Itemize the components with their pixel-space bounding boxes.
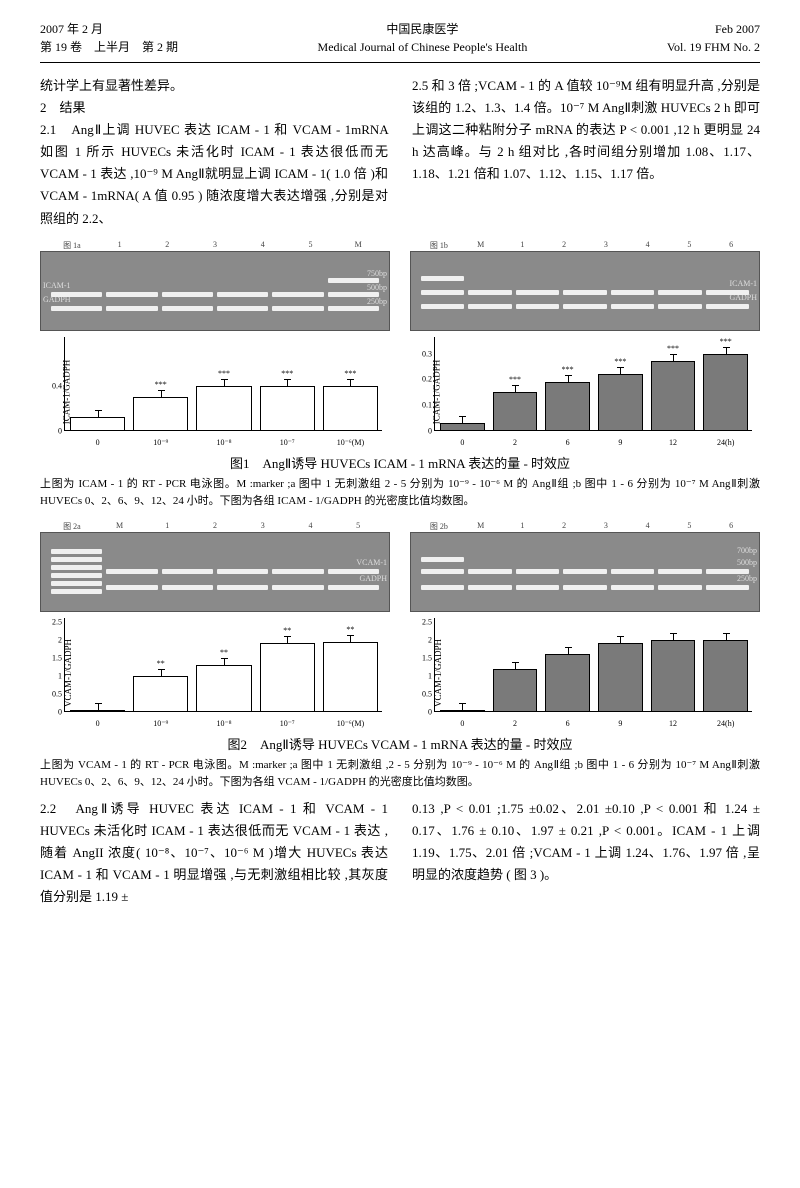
fig2-desc: 上图为 VCAM - 1 的 RT - PCR 电泳图。M :marker ;a… <box>40 757 760 792</box>
journal-title-cn: 中国民康医学 <box>318 20 528 38</box>
para: 2.2 AngⅡ诱导 HUVEC 表达 ICAM - 1 和 VCAM - 1 … <box>40 798 388 908</box>
fig2a: 图 2a M 1 2 3 4 5 VCAM-1 GADPH VCAM-1/GAD… <box>40 521 390 728</box>
para: 0.13 ,P < 0.01 ;1.75 ±0.02、2.01 ±0.10 ,P… <box>412 798 760 886</box>
top-body-text: 统计学上有显著性差异。 2 结果 2.1 AngⅡ上调 HUVEC 表达 ICA… <box>40 75 760 230</box>
fig1-caption: 图1 AngⅡ诱导 HUVECs ICAM - 1 mRNA 表达的量 - 时效… <box>40 453 760 472</box>
panel-label: 图 2a <box>48 521 96 532</box>
para: 2.5 和 3 倍 ;VCAM - 1 的 A 值较 10⁻⁹M 组有明显升高 … <box>412 75 760 185</box>
fig2b-barchart: VCAM-1/GADPH00.511.522.502691224(h) <box>410 618 760 728</box>
fig2b: 图 2b M 1 2 3 4 5 6 700bp 500bp 250bp VCA… <box>410 521 760 728</box>
fig1a: 图 1a 1 2 3 4 5 M ICAM-1 GADPH 750bp500bp… <box>40 240 390 447</box>
fig1-desc: 上图为 ICAM - 1 的 RT - PCR 电泳图。M :marker ;a… <box>40 476 760 511</box>
fig1b-lane-header: 图 1b M 1 2 3 4 5 6 <box>410 240 760 251</box>
journal-header: 2007 年 2 月 第 19 卷 上半月 第 2 期 中国民康医学 Medic… <box>40 20 760 63</box>
panel-label: 图 1b <box>418 240 460 251</box>
fig1a-lane-header: 图 1a 1 2 3 4 5 M <box>40 240 390 251</box>
header-volume-en: Vol. 19 FHM No. 2 <box>667 38 760 56</box>
fig1b-gel: ICAM-1 GADPH <box>410 251 760 331</box>
header-left: 2007 年 2 月 第 19 卷 上半月 第 2 期 <box>40 20 178 56</box>
fig2b-lane-header: 图 2b M 1 2 3 4 5 6 <box>410 521 760 532</box>
fig2a-barchart: VCAM-1/GADPH00.511.522.5********010⁻⁹10⁻… <box>40 618 390 728</box>
fig2a-gel: VCAM-1 GADPH <box>40 532 390 612</box>
section-heading: 2 结果 <box>40 97 388 119</box>
figure-1: 图 1a 1 2 3 4 5 M ICAM-1 GADPH 750bp500bp… <box>40 240 760 511</box>
fig1b: 图 1b M 1 2 3 4 5 6 ICAM-1 GADPH ICAM-1/G… <box>410 240 760 447</box>
fig1b-barchart: ICAM-1/GADPH00.10.20.3***************026… <box>410 337 760 447</box>
figure-2: 图 2a M 1 2 3 4 5 VCAM-1 GADPH VCAM-1/GAD… <box>40 521 760 792</box>
header-center: 中国民康医学 Medical Journal of Chinese People… <box>318 20 528 56</box>
fig1a-gel: ICAM-1 GADPH 750bp500bp250bp <box>40 251 390 331</box>
fig1a-barchart: ICAM-1/GADPH00.4************010⁻⁹10⁻⁸10⁻… <box>40 337 390 447</box>
header-volume-cn: 第 19 卷 上半月 第 2 期 <box>40 38 178 56</box>
header-date-cn: 2007 年 2 月 <box>40 20 178 38</box>
para: 统计学上有显著性差异。 <box>40 75 388 97</box>
fig2b-gel: 700bp 500bp 250bp <box>410 532 760 612</box>
panel-label: 图 2b <box>418 521 460 532</box>
para: 2.1 AngⅡ上调 HUVEC 表达 ICAM - 1 和 VCAM - 1m… <box>40 119 388 229</box>
header-date-en: Feb 2007 <box>667 20 760 38</box>
header-right: Feb 2007 Vol. 19 FHM No. 2 <box>667 20 760 56</box>
panel-label: 图 1a <box>48 240 96 251</box>
fig2-caption: 图2 AngⅡ诱导 HUVECs VCAM - 1 mRNA 表达的量 - 时效… <box>40 734 760 753</box>
bottom-body-text: 2.2 AngⅡ诱导 HUVEC 表达 ICAM - 1 和 VCAM - 1 … <box>40 798 760 908</box>
fig2a-lane-header: 图 2a M 1 2 3 4 5 <box>40 521 390 532</box>
journal-title-en: Medical Journal of Chinese People's Heal… <box>318 38 528 56</box>
